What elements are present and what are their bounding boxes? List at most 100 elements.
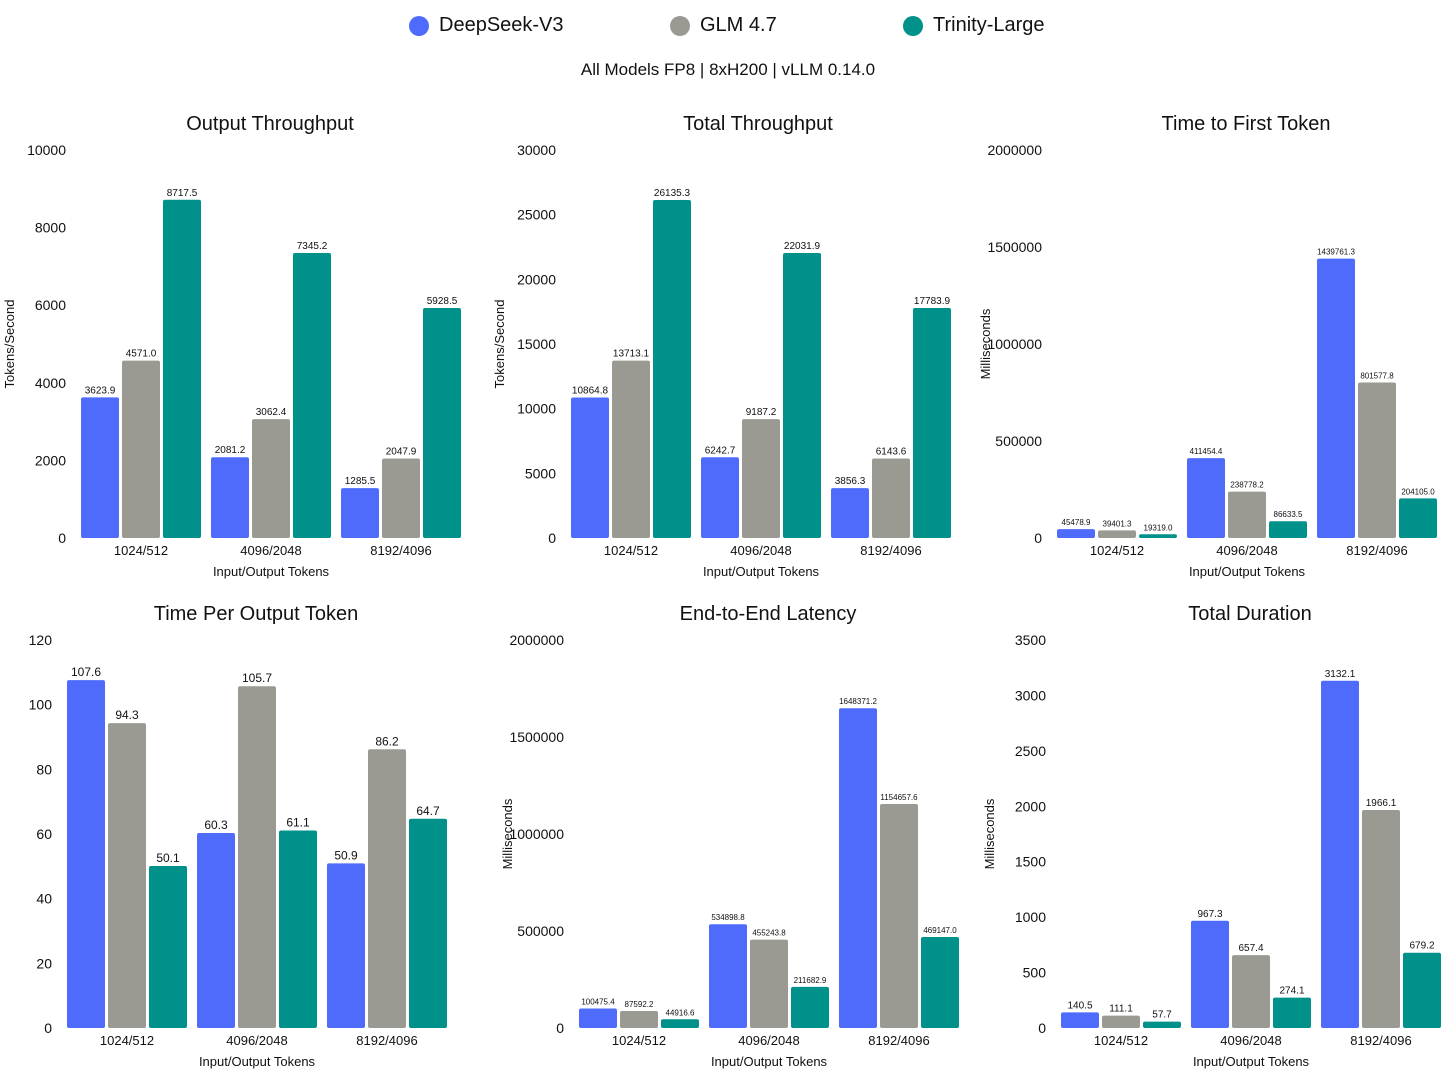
- chart5-data-label-glm: 1966.1: [1366, 798, 1397, 809]
- chart4-bar-glm: [620, 1011, 658, 1028]
- chart5-bar-trinity: [1273, 997, 1311, 1028]
- chart0-title: Output Throughput: [186, 113, 354, 135]
- chart0-bar-trinity: [293, 253, 331, 539]
- chart0-data-label-deepseek: 3623.9: [85, 385, 116, 396]
- chart4-bar-glm: [750, 939, 788, 1028]
- chart3-data-label-trinity: 61.1: [286, 815, 310, 829]
- chart5-bar-glm: [1102, 1015, 1140, 1028]
- chart1-ytick-label: 25000: [517, 207, 556, 223]
- chart2-ytick-label: 1000000: [987, 336, 1042, 352]
- chart1-bar-deepseek: [701, 457, 739, 538]
- chart1-category-label: 1024/512: [604, 543, 658, 558]
- chart5-ytick-label: 3000: [1015, 687, 1046, 703]
- chart4-bar-deepseek: [709, 924, 747, 1028]
- chart0-ytick-label: 8000: [35, 220, 66, 236]
- chart0-bar-glm: [382, 458, 420, 538]
- chart5-xlabel: Input/Output Tokens: [1193, 1054, 1310, 1069]
- chart0-bar-deepseek: [211, 457, 249, 538]
- chart-total-duration: Total Duration 0 500 1000 1500 2000 2500 3000 35…: [982, 603, 1441, 1069]
- chart5-bar-glm: [1232, 955, 1270, 1028]
- chart0-bar-trinity: [423, 307, 461, 538]
- chart2-data-label-deepseek: 1439761.3: [1317, 248, 1355, 257]
- legend-swatch-glm: [670, 15, 690, 36]
- chart-time-to-first-token: Time to First Token 0 500000 1000000 1500000…: [978, 113, 1437, 579]
- chart5-bar-trinity: [1403, 952, 1441, 1028]
- chart3-ytick-label: 0: [44, 1020, 52, 1036]
- chart0-bar-deepseek: [341, 488, 379, 538]
- chart4-xlabel: Input/Output Tokens: [711, 1054, 828, 1069]
- chart2-data-label-trinity: 204105.0: [1401, 487, 1435, 496]
- chart5-ytick-label: 2500: [1015, 743, 1046, 759]
- chart4-category-label: 1024/512: [612, 1033, 666, 1048]
- chart1-bar-glm: [742, 419, 780, 538]
- chart0-bar-glm: [252, 419, 290, 538]
- chart2-bar-glm: [1098, 530, 1136, 538]
- legend: DeepSeek-V3 GLM 4.7 Trinity-Large: [0, 10, 1456, 46]
- chart0-bar-deepseek: [81, 397, 119, 538]
- chart1-data-label-glm: 9187.2: [746, 407, 777, 418]
- chart3-bar-deepseek: [327, 863, 365, 1028]
- chart4-data-label-glm: 455243.8: [752, 929, 786, 938]
- chart0-ytick-label: 0: [58, 530, 66, 546]
- chart1-ytick-label: 10000: [517, 401, 556, 417]
- chart-time-per-output-token: Time Per Output Token 0 20 40 60 80 100 120 Mill…: [0, 603, 447, 1069]
- chart3-ytick-label: 20: [36, 955, 52, 971]
- chart5-ytick-label: 0: [1038, 1020, 1046, 1036]
- chart5-title: Total Duration: [1188, 603, 1311, 625]
- chart0-category-label: 8192/4096: [370, 543, 431, 558]
- chart4-ytick-label: 1500000: [509, 729, 564, 745]
- chart2-ytick-label: 2000000: [987, 142, 1042, 158]
- chart1-ylabel: Tokens/Second: [492, 300, 507, 389]
- chart1-ytick-label: 15000: [517, 336, 556, 352]
- chart2-bar-trinity: [1269, 521, 1307, 538]
- chart1-bar-trinity: [913, 307, 951, 538]
- chart1-ytick-label: 0: [548, 530, 556, 546]
- chart5-bar-deepseek: [1321, 680, 1359, 1028]
- chart5-ytick-label: 3500: [1015, 632, 1046, 648]
- chart5-data-label-glm: 657.4: [1238, 943, 1263, 954]
- chart3-bar-glm: [108, 723, 146, 1028]
- chart2-category-label: 4096/2048: [1216, 543, 1277, 558]
- chart5-data-label-trinity: 679.2: [1409, 941, 1434, 952]
- chart4-bar-trinity: [791, 986, 829, 1028]
- chart4-ytick-label: 2000000: [509, 632, 564, 648]
- chart1-data-label-glm: 6143.6: [876, 447, 907, 458]
- chart3-data-label-glm: 105.7: [242, 671, 272, 685]
- chart2-data-label-deepseek: 411454.4: [1190, 447, 1223, 456]
- chart3-ytick-label: 120: [29, 632, 53, 648]
- chart2-bar-glm: [1228, 491, 1266, 538]
- chart2-data-label-deepseek: 45478.9: [1062, 518, 1091, 527]
- chart3-bar-trinity: [409, 818, 447, 1028]
- chart-end-to-end-latency: End-to-End Latency 0 500000 1000000 1500000 2…: [500, 603, 959, 1069]
- chart2-category-label: 8192/4096: [1346, 543, 1407, 558]
- chart2-category-label: 1024/512: [1090, 543, 1144, 558]
- chart2-bar-deepseek: [1057, 529, 1095, 538]
- chart4-data-label-deepseek: 534898.8: [711, 913, 745, 922]
- chart3-bar-deepseek: [67, 680, 105, 1028]
- chart1-data-label-deepseek: 10864.8: [572, 385, 609, 396]
- chart3-bar-trinity: [279, 830, 317, 1028]
- chart4-bar-deepseek: [839, 708, 877, 1028]
- chart0-category-label: 4096/2048: [240, 543, 301, 558]
- chart2-data-label-glm: 39401.3: [1103, 519, 1132, 528]
- chart0-data-label-trinity: 7345.2: [297, 241, 328, 252]
- chart4-data-label-deepseek: 100475.4: [581, 998, 615, 1007]
- chart4-data-label-glm: 1154657.6: [880, 793, 918, 802]
- chart1-bar-trinity: [653, 199, 691, 538]
- chart1-title: Total Throughput: [683, 113, 833, 135]
- figure-subtitle: All Models FP8 | 8xH200 | vLLM 0.14.0: [580, 60, 876, 79]
- chart5-data-label-glm: 111.1: [1109, 1004, 1133, 1015]
- chart4-ytick-label: 0: [556, 1020, 564, 1036]
- chart0-category-label: 1024/512: [114, 543, 168, 558]
- chart2-data-label-trinity: 19319.0: [1144, 523, 1173, 532]
- chart5-category-label: 8192/4096: [1350, 1033, 1411, 1048]
- chart5-data-label-deepseek: 967.3: [1197, 909, 1222, 920]
- chart2-bar-trinity: [1399, 498, 1437, 538]
- legend-item-deepseek: DeepSeek-V3: [409, 14, 564, 37]
- chart1-bar-glm: [872, 458, 910, 538]
- chart1-category-label: 4096/2048: [730, 543, 791, 558]
- chart4-bar-deepseek: [579, 1008, 617, 1028]
- chart3-bar-glm: [368, 749, 406, 1028]
- chart1-ytick-label: 30000: [517, 142, 556, 158]
- chart0-xlabel: Input/Output Tokens: [213, 564, 330, 579]
